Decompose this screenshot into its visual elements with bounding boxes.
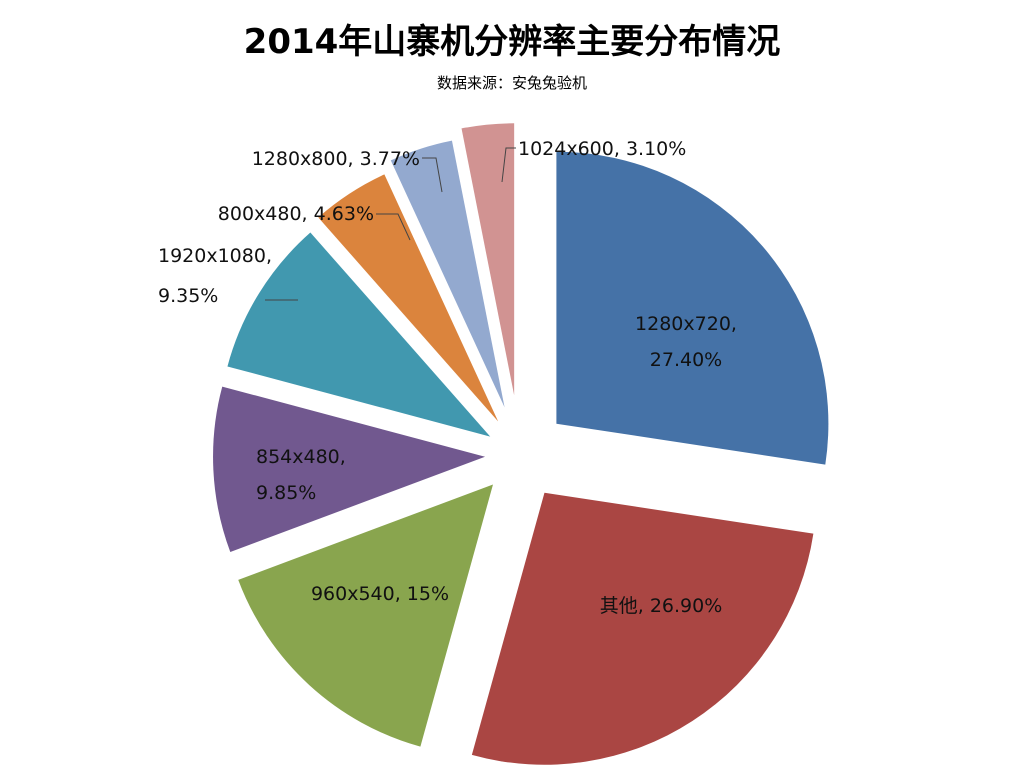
data-label: 800x480, 4.63% (218, 203, 374, 225)
chart-subtitle: 数据来源：安兔兔验机 (436, 74, 587, 92)
data-label: 960x540, 15% (311, 583, 449, 605)
pie-slice-1280x800 (390, 140, 505, 408)
data-label: 1024x600, 3.10% (518, 138, 686, 160)
chart-title: 2014年山寨机分辨率主要分布情况 (243, 22, 781, 62)
data-label: 1920x1080, 9.35% (158, 245, 272, 307)
pie-slice-960x540 (238, 484, 493, 747)
pie-slice-其他 (471, 492, 814, 765)
data-label: 1280x800, 3.77% (252, 148, 420, 170)
data-label: 854x480, 9.85% (256, 446, 346, 504)
pie-slice-1024x600 (461, 123, 515, 396)
leader-line (501, 147, 516, 183)
leader-line (376, 213, 411, 241)
pie-slice-1280x720 (556, 151, 829, 465)
leader-line (422, 157, 443, 193)
pie-slice-854x480 (213, 386, 486, 553)
data-label: 其他, 26.90% (600, 595, 723, 617)
data-label: 1280x720, 27.40% (635, 313, 737, 371)
pie-slice-1920x1080 (227, 232, 491, 437)
pie-slice-800x480 (318, 174, 499, 422)
